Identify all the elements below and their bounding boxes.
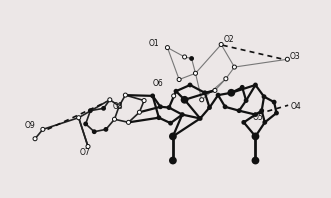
Circle shape [200, 98, 204, 102]
Circle shape [33, 137, 37, 141]
Circle shape [172, 94, 176, 98]
Circle shape [83, 122, 88, 126]
Circle shape [104, 127, 108, 132]
Circle shape [88, 108, 93, 113]
Circle shape [261, 94, 266, 99]
Circle shape [108, 98, 112, 102]
Circle shape [117, 104, 121, 108]
Circle shape [203, 90, 207, 95]
Circle shape [272, 100, 277, 105]
Circle shape [223, 104, 227, 109]
Text: O8: O8 [112, 102, 123, 110]
Circle shape [213, 89, 217, 92]
Circle shape [169, 157, 177, 164]
Circle shape [241, 120, 246, 125]
Circle shape [188, 83, 192, 87]
Circle shape [252, 132, 260, 140]
Circle shape [137, 110, 141, 114]
Circle shape [285, 57, 289, 61]
Text: O4: O4 [291, 102, 301, 110]
Text: O2: O2 [223, 35, 234, 44]
Circle shape [253, 112, 258, 117]
Circle shape [252, 157, 260, 164]
Text: O5: O5 [253, 113, 264, 122]
Circle shape [232, 65, 236, 69]
Circle shape [274, 111, 279, 115]
Circle shape [240, 85, 245, 90]
Circle shape [244, 98, 249, 103]
Circle shape [227, 89, 235, 97]
Circle shape [166, 105, 171, 110]
Circle shape [173, 89, 178, 94]
Circle shape [183, 55, 187, 59]
Circle shape [253, 83, 258, 87]
Circle shape [150, 93, 155, 98]
Circle shape [77, 116, 81, 120]
Circle shape [113, 117, 117, 121]
Circle shape [158, 104, 163, 109]
Circle shape [168, 121, 173, 126]
Circle shape [189, 56, 194, 61]
Circle shape [142, 99, 146, 103]
Circle shape [193, 71, 198, 75]
Circle shape [237, 108, 242, 113]
Circle shape [180, 112, 185, 117]
Text: O6: O6 [153, 79, 164, 88]
Circle shape [181, 96, 188, 104]
Text: O1: O1 [148, 39, 159, 48]
Text: O3: O3 [290, 52, 301, 61]
Circle shape [86, 145, 90, 148]
Circle shape [259, 108, 264, 113]
Circle shape [216, 93, 220, 98]
Circle shape [123, 93, 127, 97]
Circle shape [262, 120, 267, 125]
Circle shape [92, 129, 97, 134]
Text: O9: O9 [25, 121, 36, 130]
Circle shape [177, 77, 181, 82]
Circle shape [207, 105, 212, 110]
Circle shape [169, 132, 177, 140]
Circle shape [41, 127, 45, 131]
Circle shape [166, 46, 169, 50]
Circle shape [224, 77, 228, 81]
Circle shape [198, 116, 203, 121]
Circle shape [219, 42, 223, 47]
Text: O7: O7 [79, 148, 90, 157]
Circle shape [157, 115, 161, 120]
Circle shape [101, 106, 106, 111]
Circle shape [126, 120, 130, 124]
